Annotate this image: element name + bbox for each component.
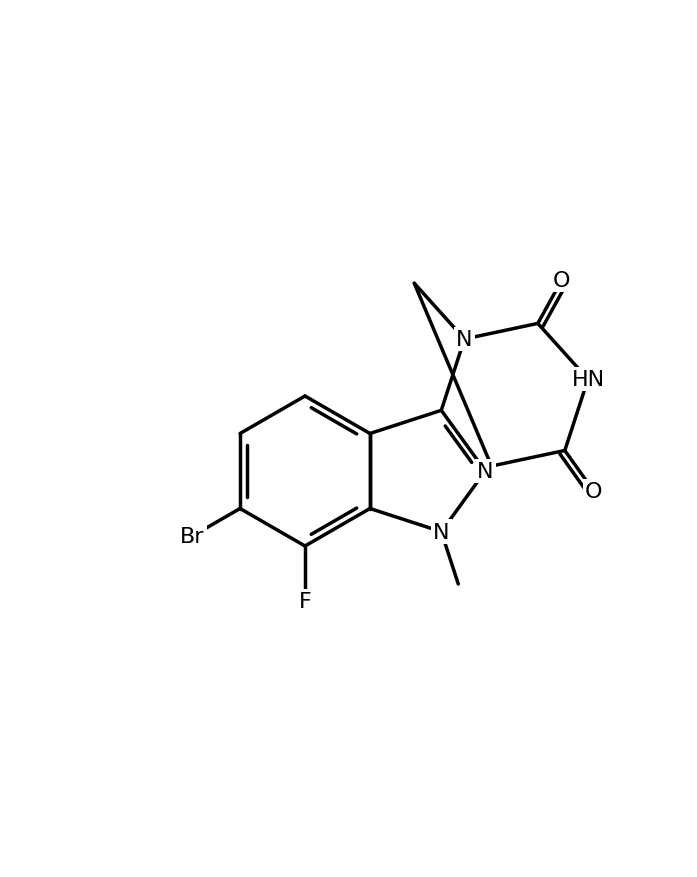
Text: Br: Br (180, 526, 205, 546)
Text: F: F (298, 591, 312, 611)
Text: N: N (477, 461, 493, 481)
Text: O: O (553, 270, 571, 290)
Text: O: O (585, 481, 602, 502)
Text: N: N (433, 522, 450, 542)
Text: HN: HN (572, 370, 604, 389)
Text: N: N (457, 330, 473, 350)
